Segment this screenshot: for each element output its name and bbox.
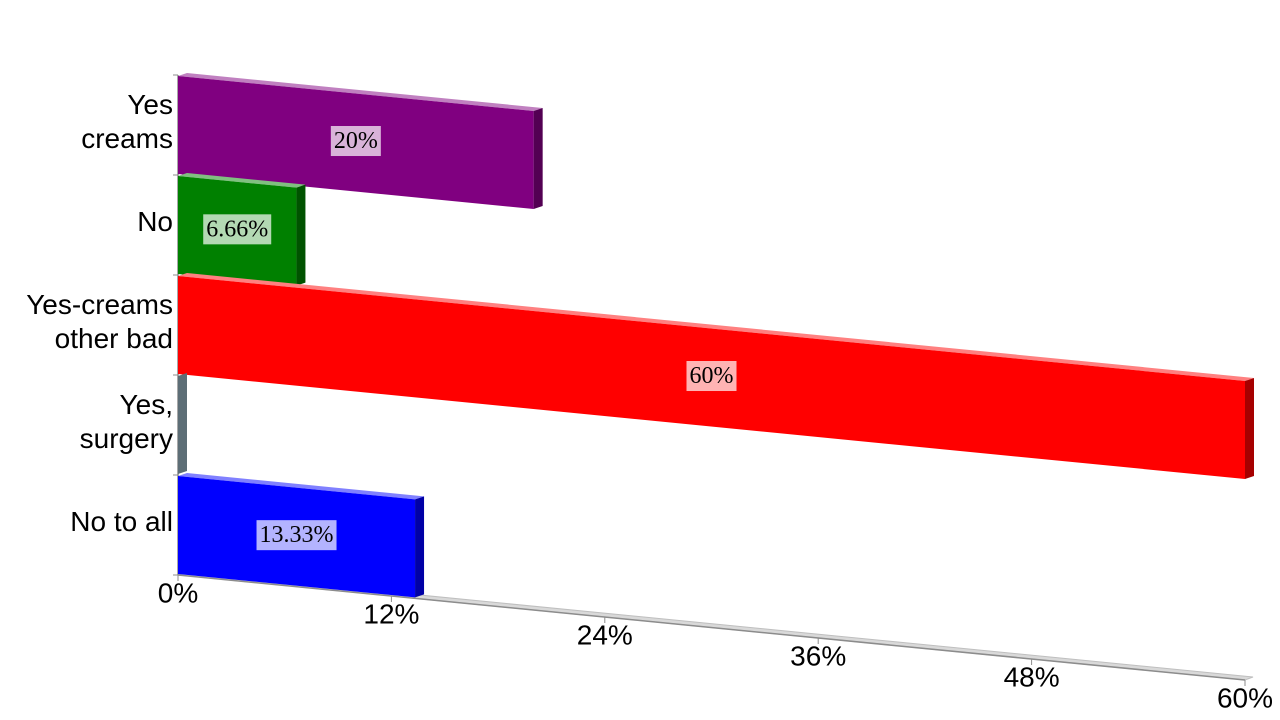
y-tick-label: Yes-creams other bad: [26, 289, 173, 354]
y-tick-label: No to all: [70, 506, 173, 537]
y-tick-label: Yes, surgery: [79, 389, 173, 454]
bar-top: [178, 73, 543, 111]
value-label-box: [256, 520, 337, 551]
bar-top: [178, 273, 1254, 381]
bar-side: [1245, 378, 1254, 479]
x-tick-label: 12%: [363, 598, 419, 629]
bar-side: [296, 184, 306, 286]
x-tick-label: 24%: [577, 619, 633, 650]
value-label: 20%: [334, 128, 378, 154]
value-label: 13.33%: [260, 522, 334, 548]
bar-side: [533, 108, 543, 209]
value-label-box: [203, 214, 272, 245]
value-label-box: [686, 361, 737, 392]
value-label-box: [330, 126, 381, 157]
value-label: 6.66%: [206, 216, 268, 242]
bar-top: [178, 473, 425, 500]
y-tick-label: No: [137, 206, 173, 237]
bar-top: [178, 173, 306, 188]
y-tick-label: Yes creams: [81, 89, 173, 154]
x-tick-label: 36%: [790, 640, 846, 671]
bar-side: [415, 496, 425, 598]
x-tick-label: 48%: [1004, 661, 1060, 692]
value-label: 60%: [690, 363, 734, 389]
x-axis: [177, 574, 1246, 681]
x-tick-label: 0%: [158, 577, 198, 608]
bar-side: [178, 373, 187, 474]
x-tick-label: 60%: [1217, 682, 1273, 713]
